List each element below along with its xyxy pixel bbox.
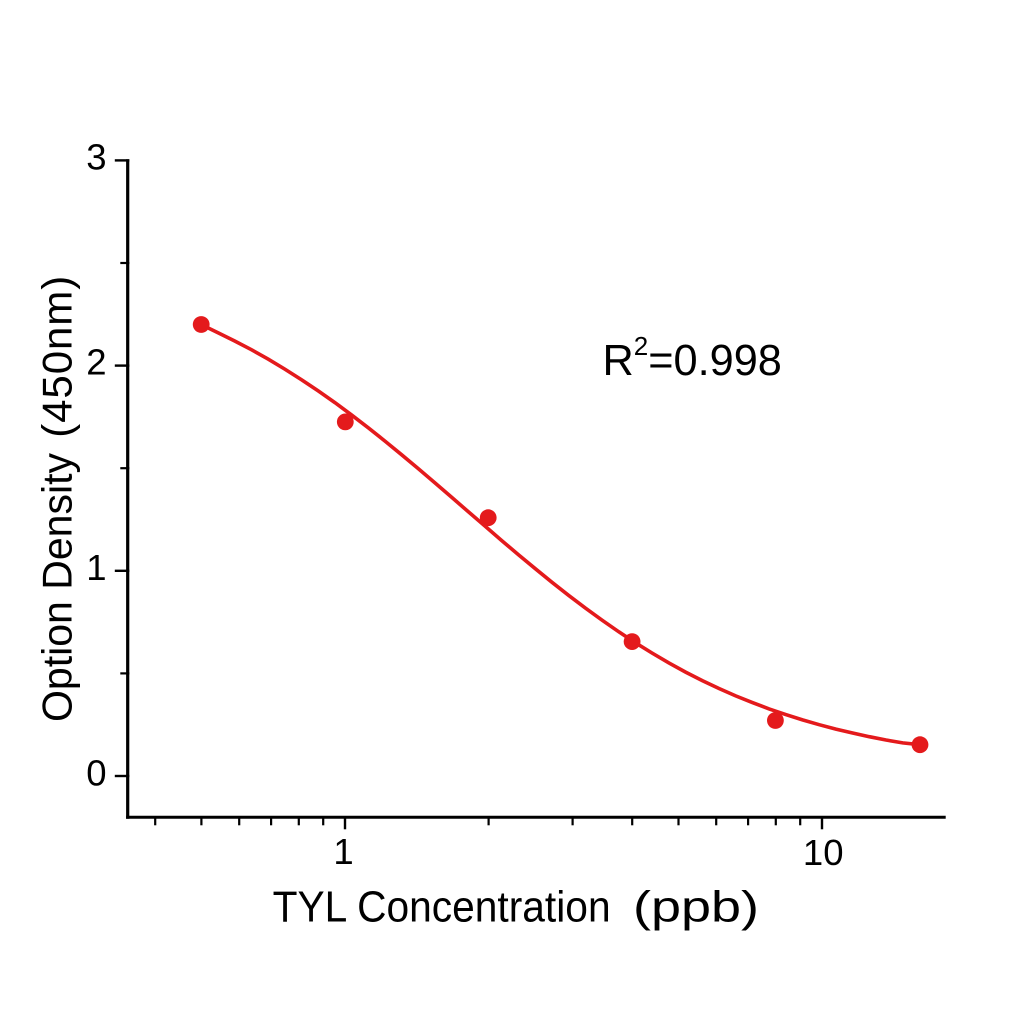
svg-text:2: 2 [86, 342, 106, 383]
svg-text:(ppb): (ppb) [633, 883, 759, 931]
svg-text:R2=0.998: R2=0.998 [603, 331, 782, 385]
svg-text:1: 1 [86, 547, 106, 588]
svg-text:0: 0 [86, 752, 106, 793]
svg-text:10: 10 [803, 832, 844, 873]
svg-text:3: 3 [86, 136, 106, 177]
svg-text:Option Density: Option Density [34, 453, 81, 722]
svg-text:(450nm): (450nm) [34, 276, 81, 438]
svg-text:TYL Concentration: TYL Concentration [273, 883, 611, 931]
svg-text:1: 1 [333, 831, 353, 872]
